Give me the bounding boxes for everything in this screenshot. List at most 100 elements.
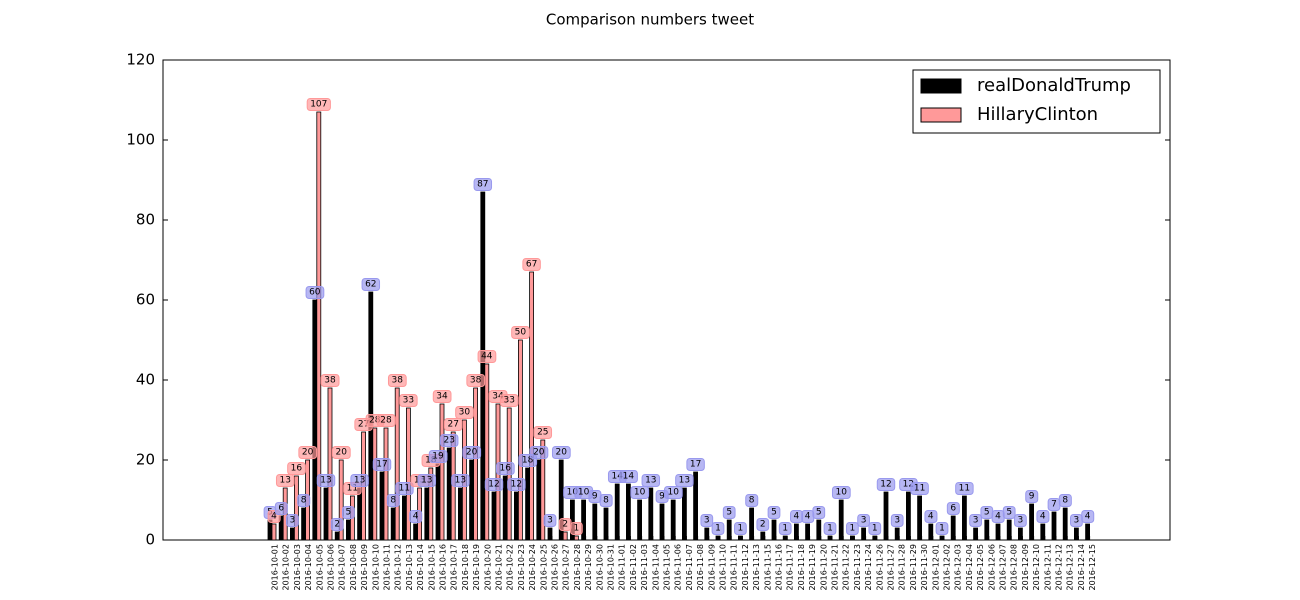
value-label-box — [969, 514, 982, 527]
value-label: 3 — [290, 516, 296, 526]
value-label-box — [533, 426, 553, 439]
value-label-group: 17 — [372, 458, 392, 471]
value-label-group: 1 — [570, 522, 583, 535]
value-label-box — [484, 478, 504, 491]
bar — [446, 447, 452, 541]
x-tick-group: 2016-12-09 — [1021, 544, 1030, 591]
value-label-group: 5 — [342, 506, 355, 519]
value-label: 8 — [749, 496, 755, 506]
value-label-box — [376, 414, 396, 427]
value-label-box — [439, 434, 459, 447]
y-tick-label: 80 — [136, 211, 155, 229]
value-label-box — [306, 98, 331, 111]
x-tick-group: 2016-10-31 — [607, 544, 616, 591]
value-label-box — [499, 394, 519, 407]
value-label-box — [543, 514, 557, 527]
value-label: 28 — [369, 416, 381, 426]
value-label: 5 — [346, 508, 352, 518]
value-label-box — [529, 446, 549, 459]
value-label-group: 11 — [395, 482, 414, 495]
value-label-group: 4 — [1081, 510, 1095, 523]
x-tick-group: 2016-12-13 — [1066, 544, 1075, 591]
x-tick-group: 2016-10-04 — [304, 544, 313, 591]
value-label: 7 — [1051, 500, 1057, 510]
bar — [962, 495, 967, 541]
x-tick-group: 2016-10-18 — [461, 544, 470, 591]
bar — [973, 527, 978, 541]
x-tick-label: 2016-11-02 — [629, 544, 638, 591]
value-label: 11 — [914, 484, 925, 494]
value-label: 38 — [470, 376, 482, 386]
value-label-box — [734, 522, 747, 535]
x-tick-group: 2016-10-27 — [562, 544, 571, 591]
value-label-group: 4 — [991, 510, 1005, 523]
bar — [894, 527, 900, 541]
value-label-box — [630, 486, 650, 499]
bar — [861, 527, 866, 541]
value-label: 16 — [499, 464, 511, 474]
bar — [345, 519, 351, 541]
value-label-group: 67 — [522, 258, 541, 271]
value-label: 20 — [302, 448, 314, 458]
bar — [394, 387, 400, 541]
bar — [289, 527, 295, 541]
value-label-group: 16 — [495, 462, 515, 475]
value-label-box — [372, 458, 392, 471]
value-label-box — [831, 486, 851, 499]
x-tick-group: 2016-10-14 — [416, 544, 425, 591]
value-label: 33 — [503, 396, 514, 406]
x-tick-group: 2016-12-07 — [999, 544, 1008, 591]
bar — [491, 491, 497, 541]
x-tick-group: 2016-11-13 — [752, 544, 761, 591]
value-label-box — [1081, 510, 1095, 523]
value-label-group: 13 — [451, 474, 470, 487]
y-tick-label: 0 — [145, 531, 155, 549]
x-tick-label: 2016-10-13 — [405, 544, 414, 591]
x-tick-label: 2016-11-16 — [775, 544, 784, 591]
value-label: 5 — [771, 508, 777, 518]
x-tick-label: 2016-11-05 — [663, 544, 672, 591]
bar — [838, 499, 844, 541]
value-label: 10 — [567, 488, 579, 498]
value-label-box — [711, 522, 725, 535]
value-label: 5 — [1006, 508, 1012, 518]
value-label-box — [409, 510, 423, 523]
bar — [738, 535, 743, 541]
x-tick-label: 2016-12-04 — [965, 544, 974, 591]
value-label-group: 12 — [484, 478, 504, 491]
value-label-box — [316, 474, 336, 487]
value-label: 4 — [805, 512, 811, 522]
x-tick-label: 2016-12-07 — [999, 544, 1008, 591]
bar — [827, 535, 833, 541]
x-tick-label: 2016-11-08 — [696, 544, 705, 591]
value-label: 11 — [347, 484, 358, 494]
bar — [726, 519, 732, 541]
x-tick-label: 2016-10-21 — [495, 544, 504, 591]
x-tick-group: 2016-10-10 — [371, 544, 380, 591]
value-label-group: 10 — [831, 486, 851, 499]
value-label-group: 1 — [734, 522, 747, 535]
value-label: 4 — [995, 512, 1001, 522]
bar — [372, 427, 378, 541]
value-label-group: 34 — [432, 390, 452, 403]
value-label-group: 38 — [387, 374, 407, 387]
x-tick-label: 2016-10-06 — [327, 544, 336, 591]
value-label-box — [551, 446, 571, 459]
value-label-group: 2 — [558, 518, 572, 531]
value-label-group: 5 — [980, 506, 994, 519]
value-label-group: 87 — [473, 178, 493, 191]
x-tick-label: 2016-10-22 — [506, 544, 515, 591]
value-label-box — [778, 522, 792, 535]
x-tick-label: 2016-10-03 — [293, 544, 302, 591]
value-label: 3 — [894, 516, 900, 526]
x-tick-label: 2016-11-01 — [618, 544, 627, 591]
value-label: 12 — [511, 480, 522, 490]
value-label: 3 — [1018, 516, 1024, 526]
value-label-group: 13 — [316, 474, 336, 487]
x-tick-group: 2016-11-07 — [685, 544, 694, 591]
bar — [939, 535, 945, 541]
value-label: 13 — [679, 476, 690, 486]
bar — [439, 403, 445, 541]
value-label: 13 — [279, 476, 290, 486]
x-tick-label: 2016-11-11 — [730, 544, 739, 591]
